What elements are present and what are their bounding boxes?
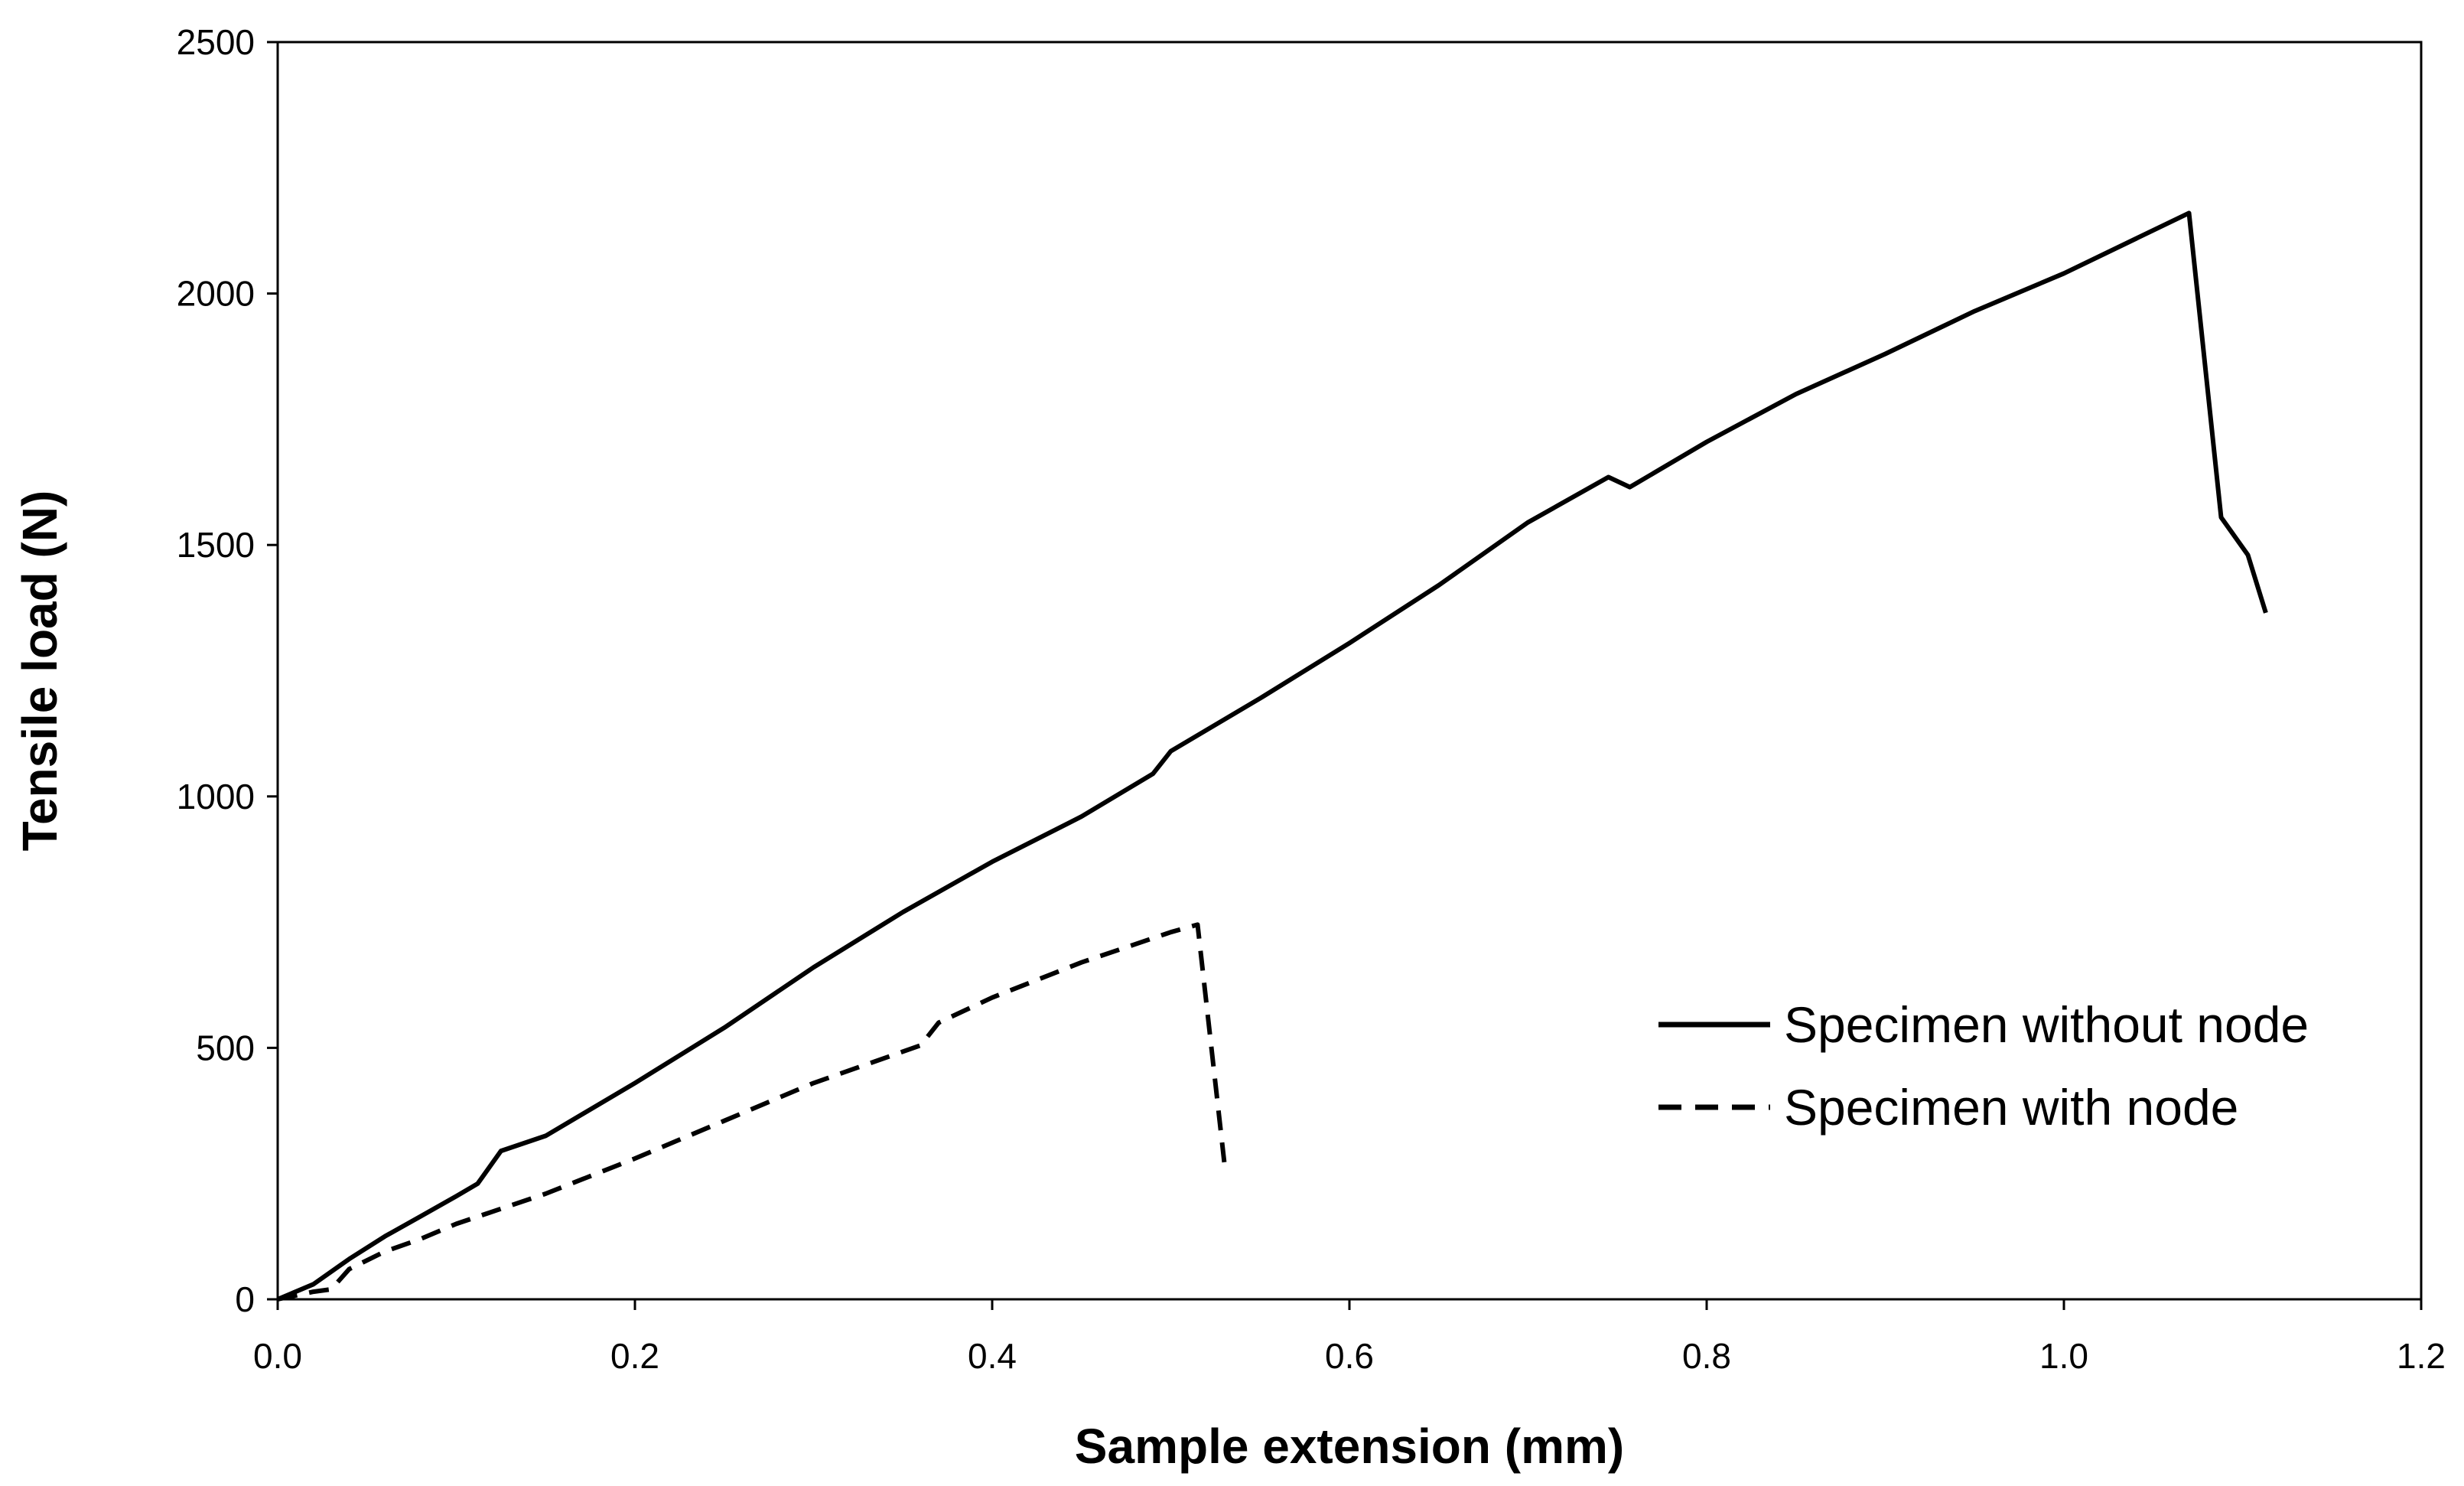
- y-axis-title: Tensile load (N): [12, 490, 67, 852]
- y-tick-label: 2000: [177, 274, 255, 314]
- x-tick-label: 0.8: [1682, 1336, 1731, 1376]
- y-tick-label: 2500: [177, 22, 255, 62]
- x-tick-label: 0.0: [253, 1336, 302, 1376]
- legend-label-specimen-without-node: Specimen without node: [1784, 996, 2309, 1053]
- legend: Specimen without node Specimen with node: [1658, 996, 2309, 1136]
- y-tick-label: 0: [235, 1279, 255, 1319]
- y-tick-label: 1500: [177, 525, 255, 565]
- plot-area-frame: [276, 41, 2423, 1301]
- series-line-specimen-without-node: [276, 210, 2268, 1302]
- y-tick-label: 1000: [177, 777, 255, 816]
- series-layer: [276, 210, 2268, 1302]
- legend-label-specimen-with-node: Specimen with node: [1784, 1079, 2238, 1136]
- x-tick-label: 0.4: [968, 1336, 1017, 1376]
- x-axis-ticks: 0.0 0.2 0.4 0.6 0.8 1.0 1.2: [253, 1299, 2446, 1376]
- y-axis-ticks: 0 500 1000 1500 2000 2500: [177, 22, 278, 1319]
- x-axis-title: Sample extension (mm): [1075, 1419, 1624, 1474]
- y-tick-label: 500: [196, 1028, 255, 1067]
- x-tick-label: 0.6: [1325, 1336, 1374, 1376]
- x-tick-label: 0.2: [610, 1336, 659, 1376]
- series-line-specimen-with-node: [277, 922, 1227, 1302]
- x-tick-label: 1.2: [2397, 1336, 2446, 1376]
- x-tick-label: 1.0: [2039, 1336, 2088, 1376]
